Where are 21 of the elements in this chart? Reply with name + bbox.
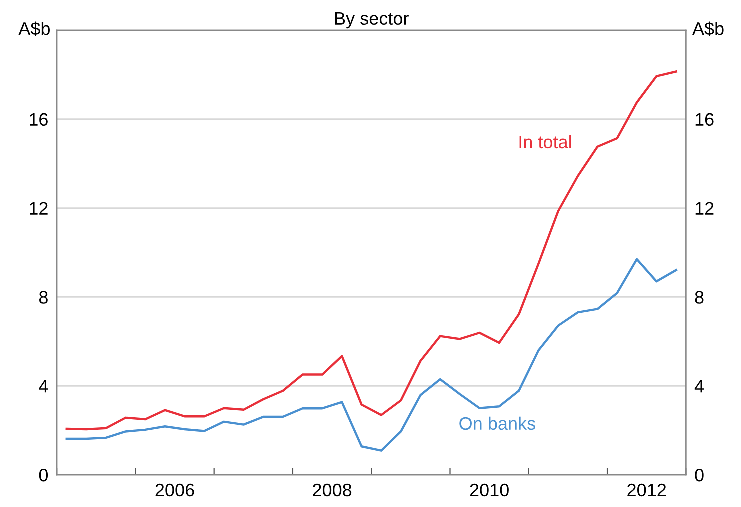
y2-tick-label: 4 xyxy=(694,380,704,393)
y-axis-title: A$b xyxy=(18,22,50,36)
y2-tick-label: 8 xyxy=(695,291,704,304)
x-tick-label: 2012 xyxy=(628,484,666,497)
y-tick-label: 16 xyxy=(30,113,48,126)
y2-tick-label: 0 xyxy=(695,468,704,482)
line-series xyxy=(66,70,678,431)
series-label: On banks xyxy=(460,416,536,430)
x-tick-label: 2010 xyxy=(470,484,509,497)
y-tick-label: 12 xyxy=(30,202,48,215)
y2-tick-label: 12 xyxy=(696,202,714,215)
series-label: In total xyxy=(520,135,572,149)
x-tick-label: 2006 xyxy=(156,484,194,497)
y-tick-label: 0 xyxy=(39,468,48,482)
y-tick-label: 4 xyxy=(39,380,48,393)
x-tick-label: 2008 xyxy=(313,484,352,497)
y2-tick-label: 16 xyxy=(696,113,714,126)
y2-axis-title: A$b xyxy=(692,22,724,36)
line-series xyxy=(66,258,678,452)
chart-title: By sector xyxy=(335,12,409,29)
y-tick-label: 8 xyxy=(39,291,48,304)
